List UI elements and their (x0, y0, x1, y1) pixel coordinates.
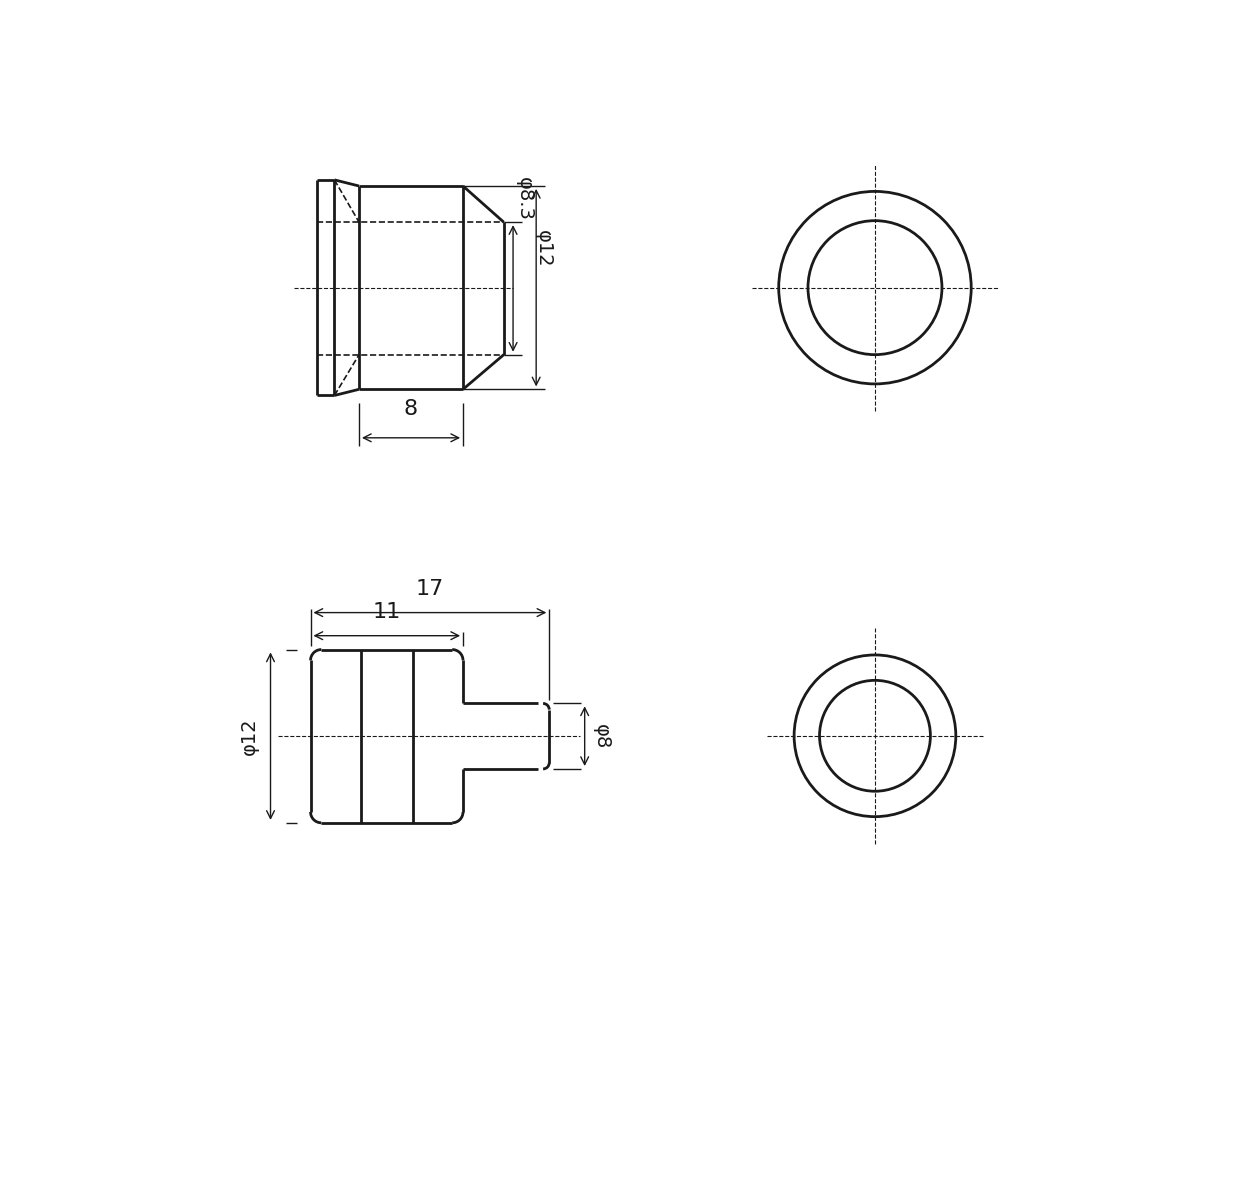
Text: 11: 11 (373, 602, 401, 622)
Text: φ12: φ12 (535, 231, 553, 267)
Text: φ12: φ12 (240, 717, 259, 755)
Text: φ8.3: φ8.3 (515, 177, 535, 221)
Text: φ8: φ8 (592, 723, 611, 749)
Text: 8: 8 (404, 398, 419, 418)
Text: 17: 17 (416, 578, 444, 598)
